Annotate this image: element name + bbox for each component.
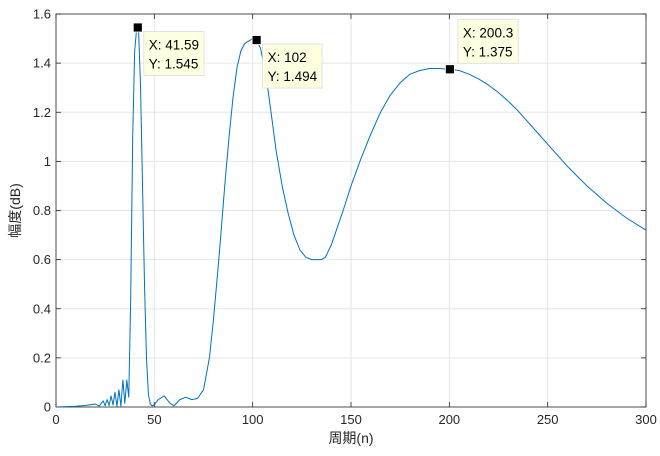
y-tick-label: 0 [44, 400, 51, 415]
x-axis-label: 周期(n) [328, 430, 373, 446]
axis-ticks: 0 50 100 150 200 250 300 0 0.2 0.4 0.6 0.8 1 1.2 1.4 1.… [33, 7, 657, 428]
data-tip[interactable]: X: 41.59 Y: 1.545 [132, 22, 205, 76]
y-tick-label: 1.6 [33, 7, 51, 22]
y-tick-label: 1.4 [33, 56, 51, 71]
data-tip-y-label: Y: 1.545 [149, 57, 199, 72]
y-tick-label: 0.4 [33, 301, 51, 316]
data-tip-x-label: X: 41.59 [149, 38, 199, 53]
data-tip-marker[interactable] [132, 22, 143, 33]
x-tick-label: 200 [438, 412, 460, 427]
data-tips: X: 41.59 Y: 1.545 X: 102 Y: 1.494 X: 200.3 Y:… [132, 18, 519, 89]
data-tip-box [143, 31, 205, 76]
data-tip-x-label: X: 200.3 [463, 25, 513, 40]
data-tip-marker[interactable] [251, 35, 262, 45]
x-tick-label: 0 [52, 412, 59, 427]
x-tick-label: 300 [635, 412, 657, 427]
y-axis-label: 幅度(dB) [7, 183, 23, 237]
y-tick-label: 0.6 [33, 252, 51, 267]
grid-lines [55, 13, 647, 408]
data-tip[interactable]: X: 200.3 Y: 1.375 [445, 18, 519, 75]
data-tip-y-label: Y: 1.494 [268, 69, 318, 84]
y-tick-label: 0.2 [33, 350, 51, 365]
x-tick-label: 100 [242, 412, 264, 427]
data-series [55, 27, 647, 408]
data-tip[interactable]: X: 102 Y: 1.494 [251, 35, 323, 89]
data-tip-y-label: Y: 1.375 [463, 44, 513, 59]
y-tick-label: 0.8 [33, 203, 51, 218]
data-tip-box [457, 18, 519, 64]
x-tick-label: 250 [537, 412, 559, 427]
series-line [55, 27, 647, 408]
x-tick-label: 150 [340, 412, 362, 427]
data-tip-marker[interactable] [445, 64, 455, 75]
x-tick-label: 50 [147, 412, 161, 427]
y-tick-label: 1 [44, 154, 51, 169]
data-tip-x-label: X: 102 [268, 50, 307, 65]
data-tip-box [262, 43, 323, 89]
y-tick-label: 1.2 [33, 105, 51, 120]
